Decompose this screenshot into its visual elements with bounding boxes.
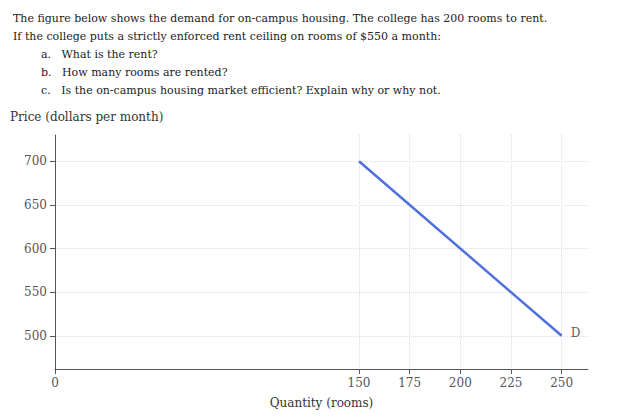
svg-text:225: 225 xyxy=(500,376,523,390)
svg-text:175: 175 xyxy=(398,376,421,390)
svg-text:600: 600 xyxy=(24,242,47,256)
svg-text:150: 150 xyxy=(348,376,371,390)
svg-text:D: D xyxy=(571,326,581,340)
svg-text:The figure below shows the dem: The figure below shows the demand for on… xyxy=(13,12,547,25)
svg-text:200: 200 xyxy=(449,376,472,390)
svg-text:Quantity (rooms): Quantity (rooms) xyxy=(270,396,374,410)
svg-text:If the college puts a strictly: If the college puts a strictly enforced … xyxy=(13,30,441,43)
svg-text:0: 0 xyxy=(51,376,59,390)
svg-text:650: 650 xyxy=(24,198,47,212)
svg-text:250: 250 xyxy=(550,376,573,390)
svg-text:550: 550 xyxy=(24,285,47,299)
svg-text:c. Is the on-campus housing: c. Is the on-campus housing market effic… xyxy=(41,84,441,97)
svg-text:Price (dollars per month): Price (dollars per month) xyxy=(10,110,163,124)
svg-text:500: 500 xyxy=(24,329,47,343)
svg-text:a. What is the rent?: a. What is the rent? xyxy=(41,48,158,61)
svg-text:700: 700 xyxy=(24,154,47,168)
svg-text:b. How many rooms are rented: b. How many rooms are rented? xyxy=(41,66,228,79)
